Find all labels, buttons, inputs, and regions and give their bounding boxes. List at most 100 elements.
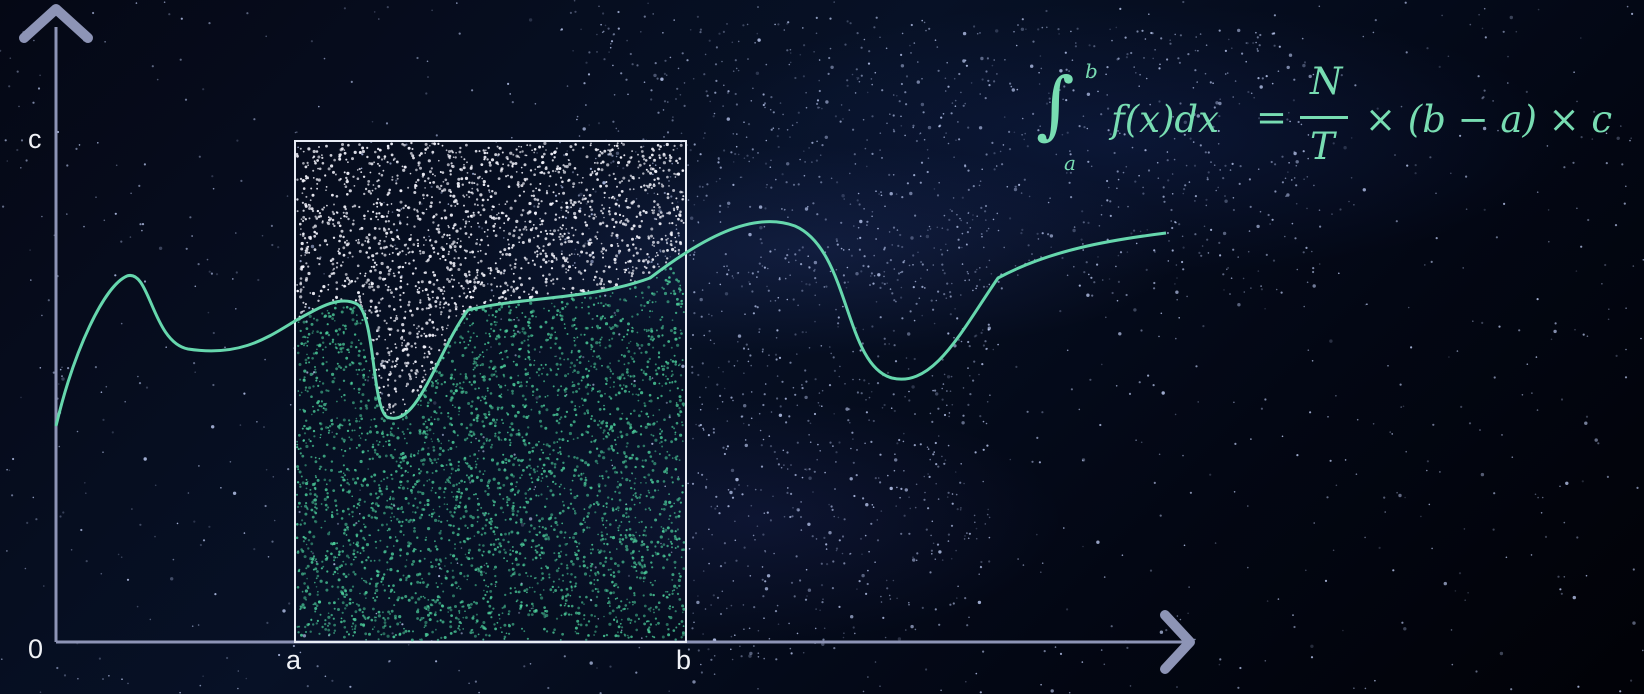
point-below-curve	[571, 589, 573, 592]
background-star	[1088, 273, 1090, 276]
point-above-curve	[468, 196, 471, 198]
point-below-curve	[572, 507, 575, 510]
point-below-curve	[596, 355, 599, 359]
point-above-curve	[539, 265, 543, 269]
background-star	[1162, 195, 1165, 198]
point-above-curve	[408, 331, 412, 335]
background-star	[913, 357, 916, 361]
point-below-curve	[519, 518, 523, 522]
background-star	[1038, 83, 1041, 85]
point-below-curve	[630, 486, 633, 490]
point-above-curve	[387, 285, 390, 288]
point-above-curve	[539, 230, 543, 234]
point-below-curve	[421, 415, 425, 419]
background-star	[796, 353, 798, 355]
point-below-curve	[414, 482, 417, 486]
background-star	[917, 251, 919, 254]
point-below-curve	[535, 533, 537, 536]
background-star	[835, 268, 838, 271]
background-star	[863, 208, 865, 210]
background-star	[138, 382, 142, 385]
point-above-curve	[596, 161, 599, 165]
background-star	[748, 627, 751, 630]
point-below-curve	[352, 558, 355, 561]
background-star	[124, 400, 126, 403]
background-star	[767, 289, 770, 292]
point-below-curve	[485, 562, 488, 565]
point-above-curve	[345, 215, 348, 218]
point-below-curve	[471, 323, 473, 326]
background-star	[67, 367, 70, 370]
background-star	[777, 23, 780, 26]
background-star	[1295, 184, 1298, 187]
point-above-curve	[301, 201, 304, 204]
point-below-curve	[623, 354, 626, 358]
background-star	[927, 448, 930, 450]
background-star	[1447, 55, 1450, 58]
point-above-curve	[343, 241, 347, 244]
background-star	[298, 510, 301, 514]
point-below-curve	[489, 438, 492, 441]
point-below-curve	[672, 289, 676, 293]
background-star	[904, 91, 907, 94]
point-below-curve	[327, 312, 330, 315]
background-star	[861, 553, 863, 555]
background-star	[1117, 280, 1120, 283]
point-below-curve	[470, 523, 474, 528]
point-below-curve	[583, 517, 586, 520]
point-above-curve	[542, 258, 546, 262]
background-star	[979, 279, 981, 281]
background-star	[1426, 460, 1429, 463]
point-below-curve	[671, 457, 674, 459]
background-star	[828, 531, 832, 535]
point-below-curve	[454, 469, 457, 472]
background-star	[663, 72, 667, 75]
background-star	[892, 393, 895, 396]
point-below-curve	[604, 560, 607, 564]
background-star	[596, 667, 598, 669]
background-star	[1492, 100, 1494, 102]
point-below-curve	[454, 543, 456, 546]
background-star	[1136, 30, 1139, 33]
point-above-curve	[412, 243, 416, 246]
background-star	[833, 369, 837, 372]
background-star	[1327, 416, 1329, 418]
point-above-curve	[488, 161, 492, 164]
point-below-curve	[362, 614, 365, 617]
point-below-curve	[367, 468, 370, 470]
point-below-curve	[644, 508, 647, 511]
point-above-curve	[600, 279, 603, 283]
point-above-curve	[562, 164, 565, 167]
background-star	[584, 242, 587, 245]
point-above-curve	[492, 224, 496, 228]
point-below-curve	[312, 568, 315, 571]
background-star	[966, 222, 968, 224]
background-star	[871, 152, 874, 155]
background-star	[710, 604, 712, 606]
background-star	[1306, 281, 1309, 284]
point-above-curve	[546, 191, 548, 194]
point-below-curve	[589, 564, 593, 568]
background-star	[1260, 288, 1263, 291]
point-below-curve	[570, 400, 574, 404]
point-below-curve	[431, 461, 434, 465]
background-star	[77, 677, 79, 680]
point-below-curve	[341, 489, 345, 492]
background-star	[1078, 125, 1081, 128]
background-star	[903, 514, 906, 517]
background-star	[120, 240, 123, 243]
background-star	[943, 293, 946, 296]
background-star	[1296, 268, 1299, 271]
background-star	[373, 11, 376, 13]
background-star	[1478, 13, 1480, 16]
point-above-curve	[657, 182, 661, 185]
point-above-curve	[470, 226, 473, 228]
point-above-curve	[319, 289, 323, 293]
background-star	[76, 430, 79, 433]
point-below-curve	[489, 335, 492, 338]
background-star	[1145, 77, 1148, 80]
background-star	[726, 273, 729, 276]
point-above-curve	[407, 303, 411, 307]
point-below-curve	[542, 589, 545, 591]
background-star	[966, 243, 968, 246]
